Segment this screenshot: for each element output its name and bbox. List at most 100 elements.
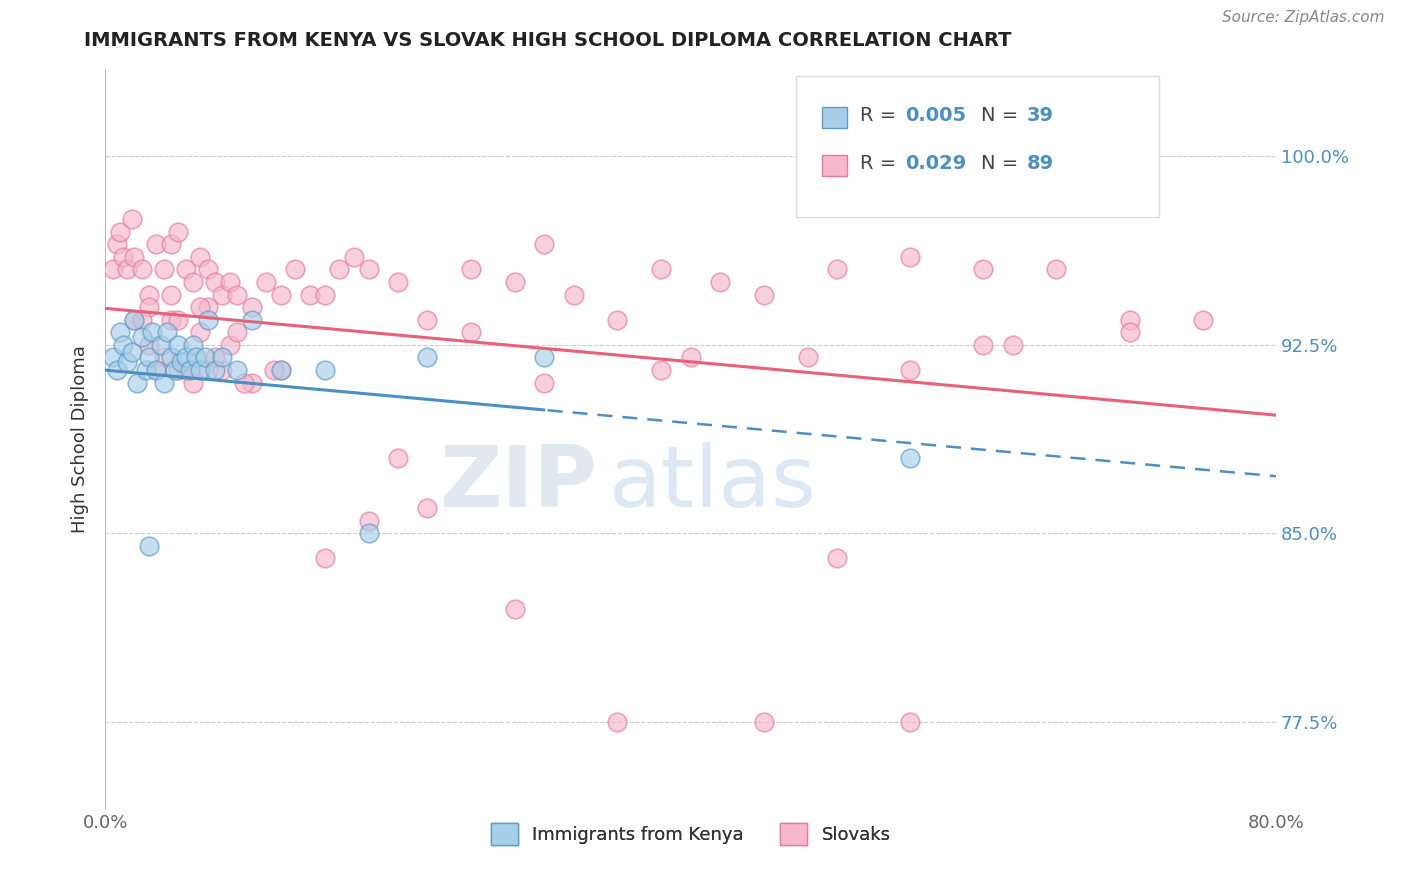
Point bbox=[160, 287, 183, 301]
Point bbox=[240, 300, 263, 314]
Point bbox=[218, 275, 240, 289]
FancyBboxPatch shape bbox=[821, 155, 848, 176]
Point bbox=[1045, 262, 1067, 277]
Point bbox=[1118, 326, 1140, 340]
Point bbox=[138, 287, 160, 301]
Point bbox=[314, 363, 336, 377]
Point bbox=[174, 262, 197, 277]
Point bbox=[211, 287, 233, 301]
Point bbox=[131, 262, 153, 277]
Point bbox=[111, 250, 134, 264]
FancyBboxPatch shape bbox=[796, 76, 1159, 217]
Point bbox=[115, 262, 138, 277]
Point bbox=[825, 551, 848, 566]
Point bbox=[416, 312, 439, 326]
Text: 39: 39 bbox=[1026, 106, 1053, 126]
Point bbox=[138, 539, 160, 553]
Point bbox=[972, 338, 994, 352]
Point bbox=[181, 376, 204, 390]
Point bbox=[160, 312, 183, 326]
Point bbox=[167, 338, 190, 352]
Point bbox=[160, 237, 183, 252]
Point bbox=[197, 262, 219, 277]
Point bbox=[181, 338, 204, 352]
Point bbox=[188, 363, 211, 377]
Point bbox=[314, 551, 336, 566]
Point bbox=[503, 275, 526, 289]
Point bbox=[226, 287, 249, 301]
Point bbox=[299, 287, 322, 301]
Text: Source: ZipAtlas.com: Source: ZipAtlas.com bbox=[1222, 11, 1385, 25]
Point bbox=[124, 250, 146, 264]
Text: 0.005: 0.005 bbox=[905, 106, 966, 126]
Point bbox=[503, 601, 526, 615]
Point bbox=[152, 376, 174, 390]
Point bbox=[156, 326, 179, 340]
Point bbox=[898, 714, 921, 729]
Point bbox=[131, 312, 153, 326]
Point bbox=[314, 287, 336, 301]
Point bbox=[263, 363, 285, 377]
Point bbox=[179, 363, 201, 377]
Point bbox=[284, 262, 307, 277]
Text: N =: N = bbox=[981, 106, 1025, 126]
Point bbox=[752, 714, 775, 729]
Point bbox=[124, 312, 146, 326]
Text: 89: 89 bbox=[1026, 154, 1053, 173]
Point bbox=[131, 330, 153, 344]
Point bbox=[204, 351, 226, 365]
Point bbox=[188, 250, 211, 264]
Point bbox=[160, 351, 183, 365]
Point bbox=[138, 300, 160, 314]
Text: R =: R = bbox=[860, 106, 903, 126]
Point bbox=[167, 312, 190, 326]
Text: atlas: atlas bbox=[609, 442, 817, 525]
Point bbox=[679, 351, 702, 365]
Point bbox=[211, 363, 233, 377]
Point bbox=[141, 326, 163, 340]
Point bbox=[204, 275, 226, 289]
Point bbox=[416, 501, 439, 516]
Point bbox=[240, 312, 263, 326]
Point bbox=[152, 262, 174, 277]
Point bbox=[533, 237, 555, 252]
Point bbox=[218, 338, 240, 352]
Point bbox=[124, 312, 146, 326]
Point bbox=[972, 262, 994, 277]
Point bbox=[254, 275, 277, 289]
Point bbox=[188, 326, 211, 340]
Point bbox=[1191, 312, 1213, 326]
Point bbox=[167, 225, 190, 239]
Point bbox=[752, 287, 775, 301]
Point bbox=[211, 351, 233, 365]
Point bbox=[328, 262, 350, 277]
Point bbox=[387, 275, 409, 289]
Point bbox=[650, 262, 672, 277]
Point bbox=[562, 287, 585, 301]
Point bbox=[226, 326, 249, 340]
Point bbox=[1118, 312, 1140, 326]
Point bbox=[650, 363, 672, 377]
Point bbox=[174, 363, 197, 377]
Y-axis label: High School Diploma: High School Diploma bbox=[72, 345, 89, 533]
Text: R =: R = bbox=[860, 154, 903, 173]
Point bbox=[197, 363, 219, 377]
Point bbox=[167, 363, 190, 377]
Legend: Immigrants from Kenya, Slovaks: Immigrants from Kenya, Slovaks bbox=[484, 816, 897, 853]
Point bbox=[115, 355, 138, 369]
Point bbox=[709, 275, 731, 289]
Point bbox=[416, 351, 439, 365]
Point bbox=[197, 312, 219, 326]
Point bbox=[825, 262, 848, 277]
FancyBboxPatch shape bbox=[821, 107, 848, 128]
Point bbox=[898, 250, 921, 264]
Text: IMMIGRANTS FROM KENYA VS SLOVAK HIGH SCHOOL DIPLOMA CORRELATION CHART: IMMIGRANTS FROM KENYA VS SLOVAK HIGH SCH… bbox=[84, 31, 1012, 50]
Point bbox=[197, 300, 219, 314]
Text: ZIP: ZIP bbox=[439, 442, 598, 525]
Point bbox=[606, 312, 628, 326]
Point bbox=[138, 338, 160, 352]
Point bbox=[460, 262, 482, 277]
Point bbox=[181, 275, 204, 289]
Point bbox=[101, 262, 124, 277]
Point bbox=[138, 351, 160, 365]
